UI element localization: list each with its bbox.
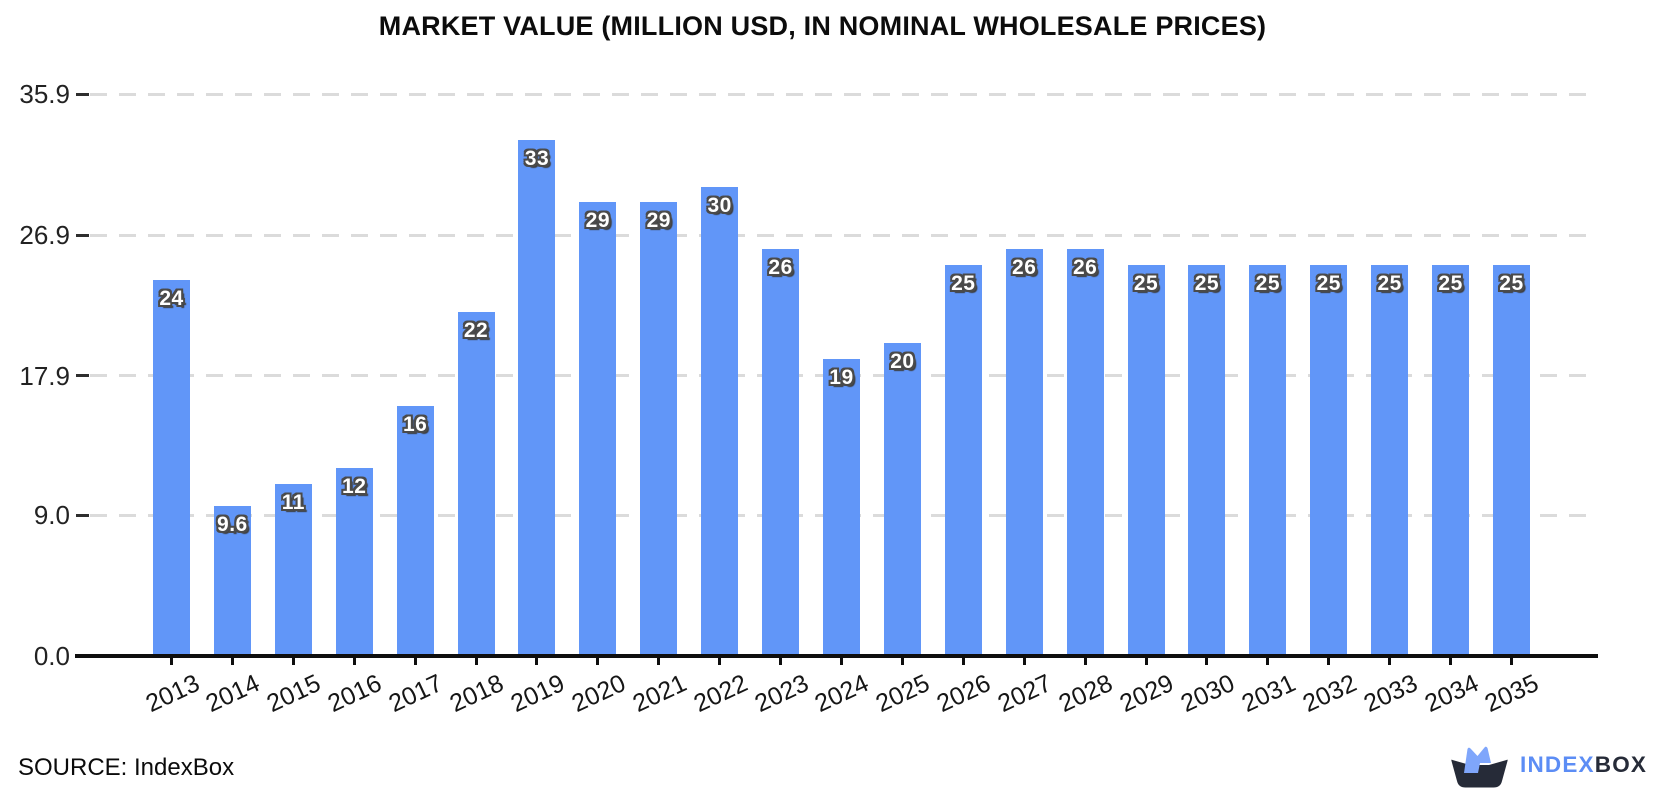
bar-value-label: 11 — [281, 490, 305, 514]
x-axis-tick — [535, 658, 539, 665]
bar-2023 — [762, 249, 800, 654]
bar-value-label: 25 — [1499, 271, 1524, 295]
bar-value-label: 26 — [768, 256, 793, 280]
bar-2024 — [822, 358, 860, 654]
x-axis-tick — [1205, 658, 1209, 665]
bar-2015 — [274, 483, 312, 654]
bar-2025 — [883, 343, 921, 654]
bar-value-label: 26 — [1012, 256, 1037, 280]
x-axis-tick — [718, 658, 722, 665]
y-axis-label: 9.0 — [33, 500, 70, 531]
x-axis-tick — [291, 658, 295, 665]
x-axis-tick — [170, 658, 173, 665]
x-axis-line — [75, 654, 1598, 658]
bar-value-label: 12 — [342, 475, 367, 499]
logo-text-index: INDEX — [1520, 752, 1595, 777]
bar-value-label: 25 — [1133, 271, 1159, 295]
x-axis-tick — [657, 658, 661, 665]
bar-2026 — [944, 264, 982, 654]
bar-2034 — [1432, 264, 1470, 654]
bar-2014 — [213, 505, 251, 654]
bar-2032 — [1310, 264, 1348, 654]
y-axis-label: 17.9 — [19, 360, 70, 391]
logo-crown-shape — [1464, 746, 1491, 773]
bar-value-label: 33 — [524, 146, 550, 170]
bar-value-label: 22 — [463, 318, 489, 342]
bar-2030 — [1188, 264, 1226, 654]
x-axis-tick — [779, 658, 783, 665]
y-axis-label: 26.9 — [19, 220, 70, 250]
bar-2017 — [396, 405, 434, 654]
x-axis-tick — [413, 658, 417, 665]
bar-2016 — [335, 468, 373, 654]
x-axis-tick — [1083, 658, 1087, 665]
indexbox-logo: INDEXBOX — [1451, 742, 1647, 788]
bar-2028 — [1066, 249, 1104, 654]
x-axis-tick — [1144, 658, 1148, 665]
bar-value-label: 25 — [1316, 271, 1341, 295]
bar-value-label: 29 — [646, 209, 671, 233]
y-axis-label: 0.0 — [33, 641, 70, 671]
x-axis-tick — [352, 658, 356, 665]
x-axis-tick — [961, 658, 965, 665]
bar-value-label: 19 — [829, 365, 854, 389]
bar-2027 — [1005, 249, 1043, 654]
gridline — [90, 233, 1598, 237]
bar-2020 — [579, 202, 617, 654]
x-axis-tick — [596, 658, 600, 665]
y-axis-label: 35.9 — [19, 79, 70, 110]
x-axis-tick — [1509, 658, 1513, 665]
bar-value-label: 9.6 — [217, 512, 248, 536]
bar-value-label: 26 — [1072, 256, 1098, 280]
bar-value-label: 16 — [402, 412, 428, 436]
x-axis-tick — [1327, 658, 1331, 665]
y-axis-tick — [76, 513, 89, 517]
bar-2031 — [1249, 264, 1287, 654]
bar-value-label: 24 — [159, 287, 184, 311]
logo-text-box: BOX — [1594, 752, 1648, 777]
bar-2018 — [457, 311, 495, 654]
bar-value-label: 25 — [951, 271, 976, 295]
y-axis-tick — [76, 92, 89, 96]
bar-value-label: 30 — [707, 193, 732, 217]
bar-2022 — [701, 186, 739, 654]
x-axis-tick — [900, 658, 904, 665]
bar-value-label: 29 — [585, 209, 611, 233]
x-axis-tick — [1449, 658, 1453, 665]
y-axis-tick — [76, 374, 89, 378]
bar-value-label: 25 — [1255, 271, 1281, 295]
bar-2035 — [1492, 264, 1530, 654]
x-axis-tick — [839, 658, 843, 665]
bar-value-label: 20 — [890, 350, 915, 373]
indexbox-logo-icon — [1451, 746, 1508, 788]
bar-value-label: 25 — [1438, 271, 1463, 295]
y-axis-tick — [76, 233, 89, 237]
x-axis-tick — [1388, 658, 1392, 665]
bar-value-label: 25 — [1377, 271, 1402, 295]
bar-value-label: 25 — [1194, 271, 1220, 295]
chart-title: MARKET VALUE (MILLION USD, IN NOMINAL WH… — [378, 11, 1267, 41]
bar-2029 — [1127, 264, 1165, 654]
bar-2021 — [640, 202, 678, 654]
x-axis-tick — [1266, 658, 1270, 665]
gridline — [90, 92, 1598, 96]
bar-2019 — [518, 139, 556, 654]
bar-2013 — [153, 280, 190, 654]
x-axis-tick — [474, 658, 478, 665]
x-axis-tick — [1022, 658, 1026, 665]
bar-2033 — [1371, 264, 1409, 654]
x-axis-tick — [230, 658, 234, 665]
logo-wordmark: INDEXBOX — [1520, 752, 1647, 778]
source-label: SOURCE: IndexBox — [18, 754, 235, 781]
